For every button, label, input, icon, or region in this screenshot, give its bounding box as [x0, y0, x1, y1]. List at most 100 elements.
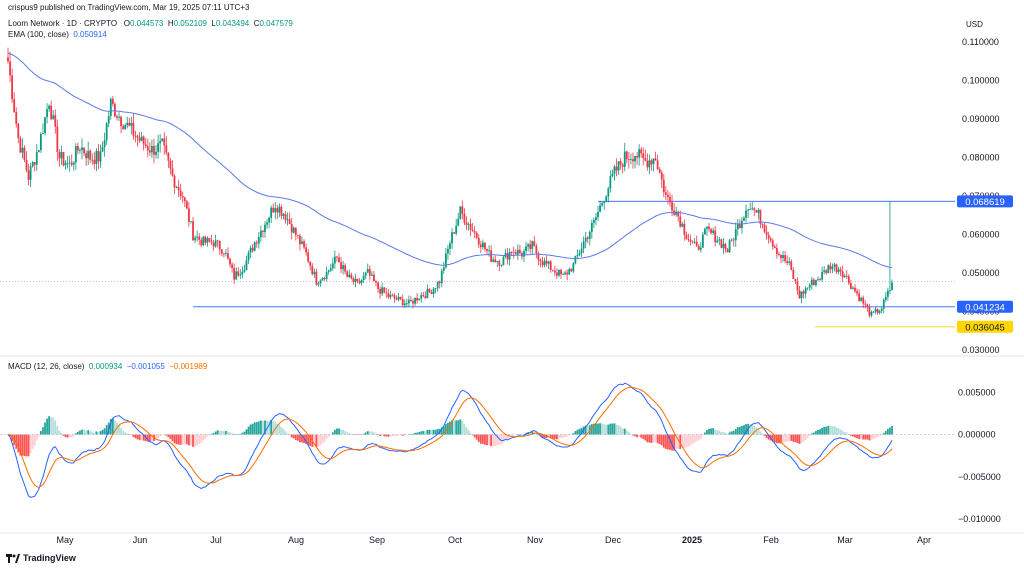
candle-body — [17, 123, 20, 139]
candle-body — [231, 264, 233, 268]
candle-body — [576, 254, 579, 256]
macd-histogram-bar — [52, 417, 55, 435]
candle-body — [708, 226, 710, 230]
macd-histogram-bar — [200, 434, 203, 444]
candle-body — [368, 269, 371, 276]
candle-body — [74, 146, 77, 163]
macd-histogram-bar — [440, 427, 443, 435]
macd-histogram-bar — [518, 433, 521, 435]
candle-body — [613, 166, 616, 174]
candle-body — [605, 196, 608, 202]
candle-body — [356, 278, 359, 282]
candle-body — [253, 242, 256, 251]
candle-body — [556, 272, 558, 276]
macd-histogram-bar — [299, 434, 301, 443]
candle-body — [463, 213, 466, 223]
candle-body — [667, 194, 669, 197]
candle-body — [120, 116, 122, 127]
macd-histogram-bar — [70, 434, 73, 438]
time-axis-label: 2025 — [682, 535, 702, 545]
candle-body — [808, 284, 811, 288]
candle-body — [648, 160, 651, 168]
candle-body — [755, 210, 758, 213]
candle-body — [264, 224, 266, 233]
macd-histogram-bar — [640, 434, 643, 438]
candle-body — [331, 263, 334, 269]
candle-body — [192, 221, 194, 241]
macd-histogram-bar — [706, 430, 708, 435]
macd-histogram-bar — [490, 434, 493, 447]
price-tick-label: 0.030000 — [962, 345, 1000, 355]
candle-body — [173, 175, 176, 188]
candle-body — [481, 242, 484, 248]
candle-body — [553, 270, 556, 273]
macd-histogram-bar — [350, 433, 353, 435]
candle-body — [689, 239, 692, 242]
candle-body — [866, 304, 869, 308]
candle-body — [646, 160, 649, 168]
macd-histogram-bar — [773, 434, 776, 443]
candle-body — [169, 160, 172, 169]
candle-body — [872, 311, 875, 313]
candle-body — [303, 241, 305, 248]
candle-body — [854, 287, 856, 292]
macd-histogram-bar — [109, 419, 112, 435]
macd-histogram-bar — [858, 434, 861, 440]
macd-histogram-bar — [761, 433, 764, 435]
candle-body — [831, 266, 834, 270]
macd-histogram-bar — [831, 426, 834, 435]
candle-body — [601, 202, 604, 206]
candle-body — [50, 105, 53, 120]
macd-histogram-bar — [662, 434, 665, 448]
candle-body — [251, 247, 254, 251]
macd-histogram-bar — [202, 434, 205, 441]
candle-body — [516, 249, 519, 255]
macd-histogram-bar — [196, 434, 199, 446]
macd-histogram-bar — [722, 432, 725, 435]
macd-histogram-bar — [329, 434, 332, 436]
macd-histogram-bar — [685, 434, 688, 448]
macd-histogram-bar — [872, 434, 875, 440]
candle-body — [617, 161, 620, 171]
macd-histogram-bar — [607, 424, 610, 435]
candle-body — [292, 227, 295, 233]
candle-body — [220, 249, 223, 254]
candle-body — [800, 291, 803, 299]
candle-body — [296, 235, 299, 236]
macd-histogram-bar — [436, 428, 439, 435]
macd-histogram-bar — [161, 434, 164, 436]
macd-histogram-bar — [829, 426, 832, 435]
candle-body — [543, 260, 546, 266]
candle-body — [549, 261, 552, 270]
macd-histogram-bar — [276, 423, 279, 435]
candle-body — [194, 237, 196, 241]
candle-body — [317, 283, 320, 285]
macd-histogram-value: 0.000934 — [88, 362, 123, 371]
macd-histogram-bar — [29, 434, 32, 454]
candle-body — [500, 265, 503, 267]
candle-body — [537, 253, 540, 260]
macd-histogram-bar — [656, 434, 659, 444]
macd-histogram-bar — [549, 434, 552, 439]
macd-histogram-bar — [364, 432, 367, 435]
candle-body — [87, 150, 90, 159]
candle-body — [837, 269, 840, 272]
macd-histogram-bar — [233, 434, 236, 436]
candle-body — [726, 249, 729, 253]
macd-histogram-bar — [449, 421, 451, 435]
candle-body — [722, 243, 725, 248]
macd-histogram-bar — [229, 432, 231, 435]
candle-body — [845, 275, 848, 277]
macd-histogram-bar — [467, 429, 470, 435]
macd-histogram-bar — [31, 434, 34, 449]
macd-histogram-bar — [660, 434, 663, 446]
candle-body — [706, 226, 708, 229]
candle-body — [323, 277, 326, 280]
macd-histogram-bar — [33, 434, 36, 446]
macd-histogram-bar — [459, 419, 462, 435]
candle-body — [469, 223, 472, 230]
candle-body — [114, 103, 116, 117]
candle-body — [630, 159, 632, 160]
macd-histogram-bar — [60, 432, 63, 435]
candle-body — [29, 166, 32, 180]
